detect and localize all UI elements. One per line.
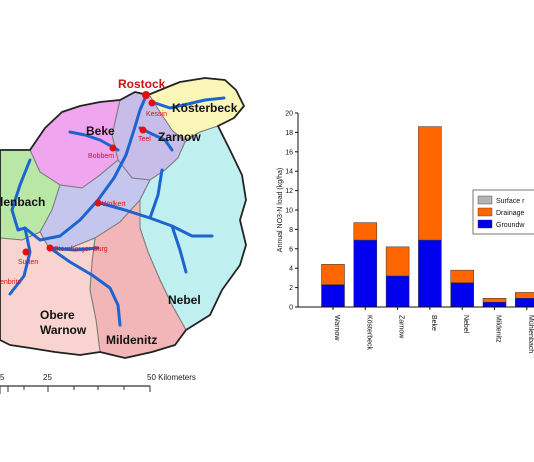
station-sternberger-marker [46,244,54,252]
y-tick-label: 18 [285,130,293,137]
label-zarnow: Zarnow [158,130,201,144]
legend-label: Surface r [496,198,525,205]
x-tick-label: Zarnow [398,315,405,339]
x-tick-label: Nebel [462,315,469,334]
station-sutten-marker [22,248,30,256]
label-muhlenbach: lenbach [0,195,45,209]
y-tick-label: 4 [289,266,293,273]
legend-label: Groundw [496,222,525,229]
bar-drainage [353,222,378,241]
bar-groundw [418,239,442,308]
station-sutten-label: Sutten [18,259,38,266]
river-nebel [98,201,214,238]
scale-tick-5: 5 [0,373,5,382]
river-nebel-upper [148,168,164,220]
label-kosterbeck: Kösterbeck [172,101,238,115]
station-bobbem-marker [109,144,117,152]
bar-groundw [353,239,378,308]
scale-tick-50: 50 Kilometers [147,373,196,382]
label-mildenitz: Mildenitz [106,333,157,347]
station-kessin-label: Kessin [146,111,167,118]
station-markers [22,91,156,256]
legend-swatch [477,195,493,205]
bar-drainage [450,269,474,284]
x-tick-label: Warnow [333,315,340,341]
station-enbritz-label: enbritz [0,279,22,286]
catchment-outline [0,77,247,359]
y-tick-label: 2 [289,285,293,292]
label-beke: Beke [86,124,115,138]
station-wolkert-marker [94,199,102,207]
bar-groundw [321,284,345,308]
river-kosterbeck [150,96,226,110]
label-obere-1: Obere [40,308,75,322]
label-obere-2: Warnow [40,323,87,337]
x-tick-label: Kösterbeck [365,315,372,351]
station-rostock-marker [142,91,150,99]
station-sternberger-label: Sternberger Burg [54,246,108,253]
bar-drainage [482,298,507,303]
y-tick-label: 10 [285,208,293,215]
y-tick-label: 12 [285,188,293,195]
legend-label: Drainage [496,210,525,217]
y-tick-label: 20 [285,111,293,118]
river-mildenitz [48,246,122,327]
x-tick-label: Beke [430,315,437,331]
river-obere [8,226,32,296]
river-warnow-main [23,94,148,242]
river-nebel-lower [170,224,188,274]
bar-groundw [482,301,507,308]
x-tick-label: Mühlenbach [527,315,534,353]
river-muhlenbach [10,158,32,232]
bar-groundw [450,282,474,308]
y-tick-label: 6 [289,246,293,253]
legend: Surface r Drainage Groundw [472,189,534,235]
y-axis-ticks: 0 2 4 6 8 10 12 14 16 18 20 [285,111,298,312]
station-teel-label: Teel [138,136,151,143]
bar-groundw [385,275,410,308]
y-tick-label: 14 [285,169,293,176]
station-wolkert-label: Wolkert [102,201,126,208]
bar-groundw [515,298,534,308]
legend-swatch [477,219,493,229]
no3-load-chart: 0 2 4 6 8 10 12 14 16 18 20 Warnow Kösterbeck Zarnow… [277,111,534,353]
station-bobbem-label: Bobbem [88,153,114,160]
bar-drainage [321,264,345,285]
bar-drainage [515,292,534,299]
y-tick-label: 0 [289,305,293,312]
bar-drainage [418,126,442,241]
bar-drainage [385,246,410,277]
station-teel-marker [139,126,147,134]
legend-swatch [477,207,493,217]
station-kessin-marker [148,99,156,107]
bar-series [321,126,534,308]
y-tick-label: 16 [285,149,293,156]
y-axis-label: Annual NO3-N load (kg/ha) [277,168,284,252]
x-tick-label: Mildenitz [495,315,502,343]
city-rostock-label: Rostock [118,77,166,91]
scale-tick-25: 25 [43,373,52,382]
scale-bar: 5 25 50 Kilometers [0,373,196,394]
label-nebel: Nebel [168,293,201,307]
axes: Warnow Kösterbeck Zarnow Beke Nebel Mildenitz… [297,113,534,353]
catchment-map: Kessin Teel Bobbem Wolkert Sternberger B… [0,77,247,394]
y-tick-label: 8 [289,227,293,234]
river-sternberg [48,246,100,252]
river-beke [68,130,120,152]
